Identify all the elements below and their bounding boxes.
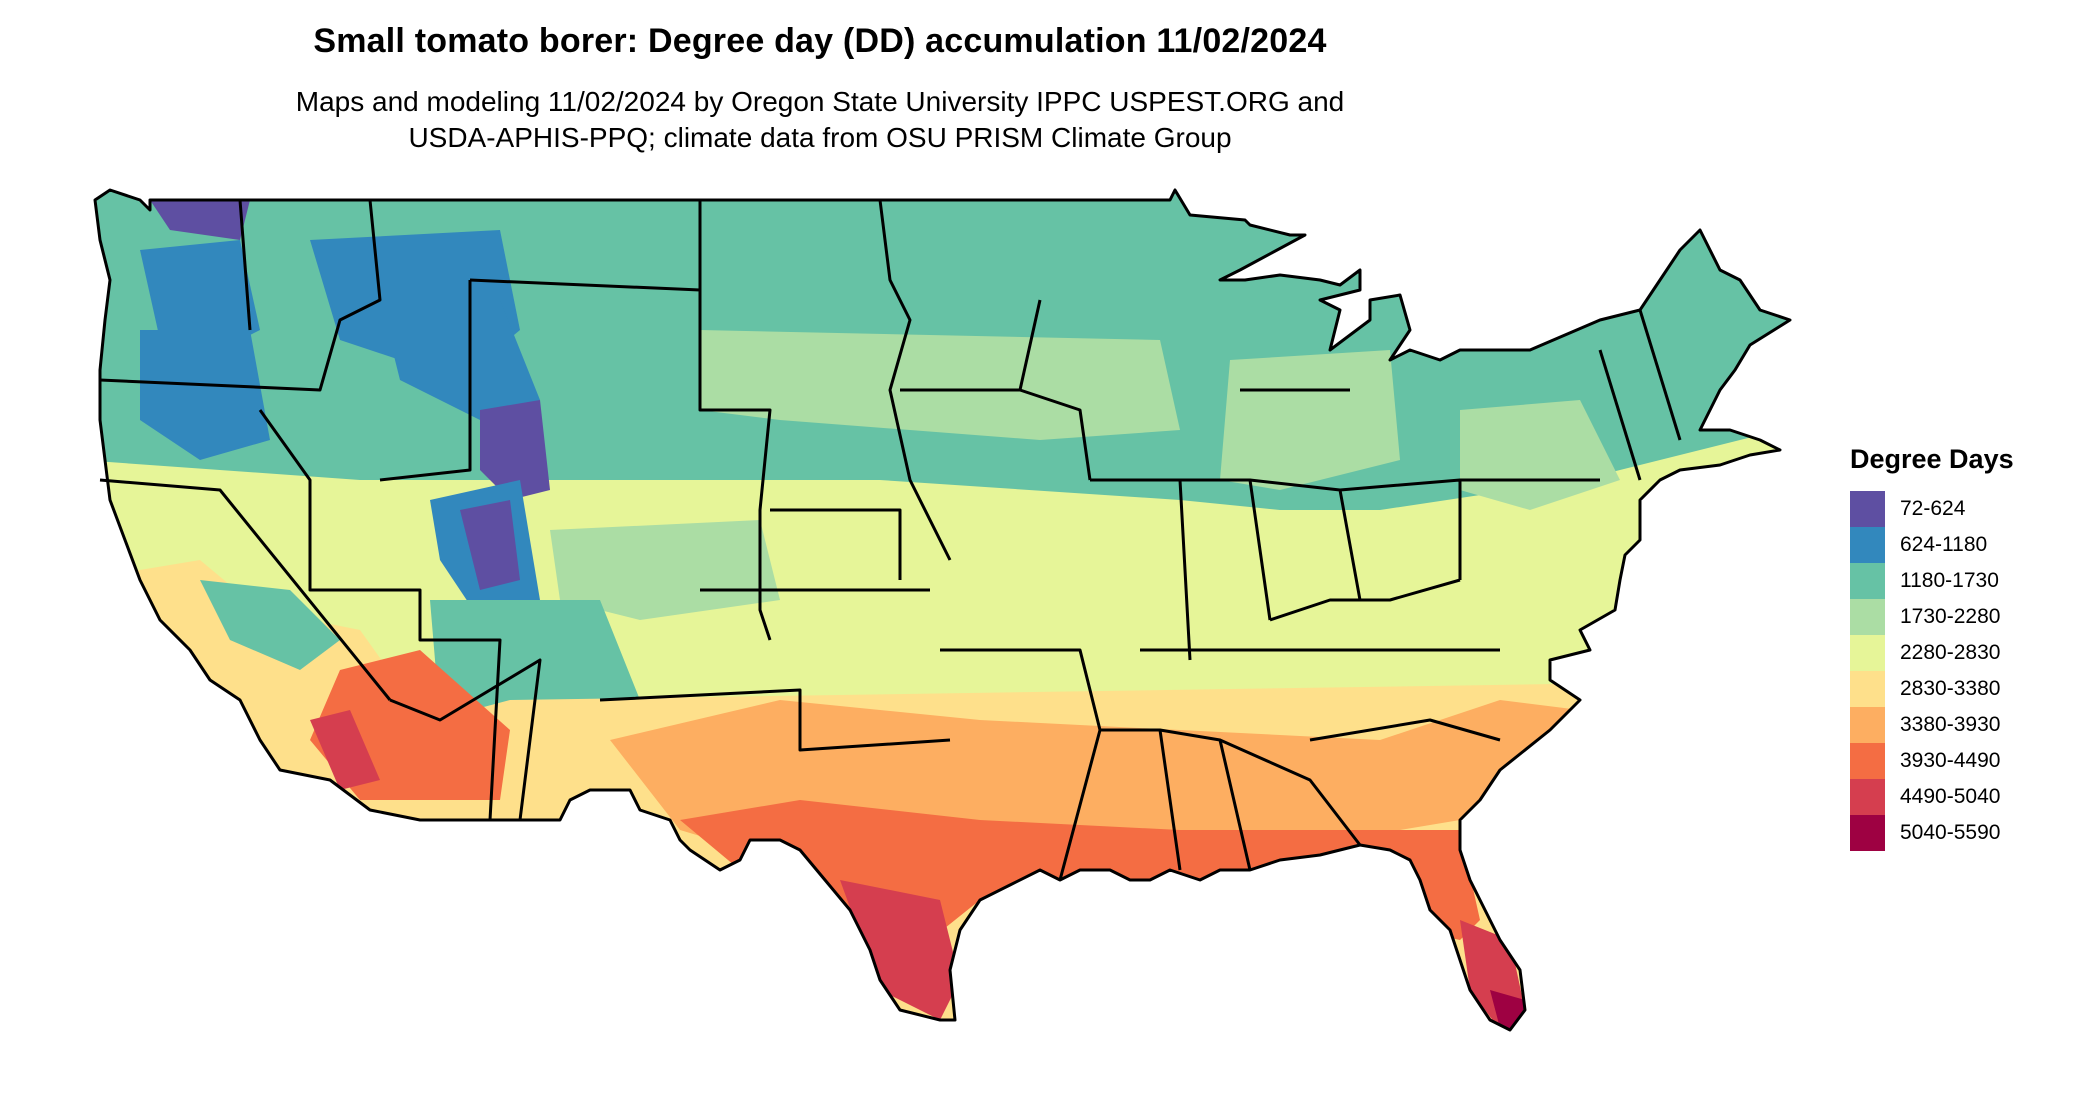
legend-item: 1730-2280	[1850, 599, 2080, 635]
degree-day-map	[80, 180, 1820, 1120]
legend-label: 1730-2280	[1900, 605, 2001, 628]
legend-label: 72-624	[1900, 497, 1966, 520]
legend-item: 2830-3380	[1850, 671, 2080, 707]
legend-items: 72-624 624-1180 1180-1730 1730-2280 2280-283…	[1850, 491, 2080, 851]
legend-label: 3930-4490	[1900, 749, 2001, 772]
map-title: Small tomato borer: Degree day (DD) accu…	[313, 22, 1327, 60]
legend-swatch	[1850, 743, 1885, 779]
legend-swatch	[1850, 599, 1885, 635]
legend-swatch	[1850, 779, 1885, 815]
legend-label: 4490-5040	[1900, 785, 2001, 808]
legend-item: 5040-5590	[1850, 815, 2080, 851]
legend-item: 2280-2830	[1850, 635, 2080, 671]
subtitle-line-1: Maps and modeling 11/02/2024 by Oregon S…	[295, 86, 1345, 117]
legend-swatch	[1850, 563, 1885, 599]
legend-label: 2280-2830	[1900, 641, 2001, 664]
legend-swatch	[1850, 707, 1885, 743]
legend-label: 1180-1730	[1900, 569, 1999, 592]
map-subtitle: Maps and modeling 11/02/2024 by Oregon S…	[0, 84, 1640, 156]
legend-item: 72-624	[1850, 491, 2080, 527]
subtitle-line-2: USDA-APHIS-PPQ; climate data from OSU PR…	[408, 122, 1232, 153]
legend-swatch	[1850, 635, 1885, 671]
legend-item: 624-1180	[1850, 527, 2080, 563]
legend-label: 3380-3930	[1900, 713, 2001, 736]
legend-label: 5040-5590	[1900, 821, 2001, 844]
legend-swatch	[1850, 527, 1885, 563]
legend-swatch	[1850, 491, 1885, 527]
us-map-svg	[93, 188, 1792, 1032]
state-borders	[93, 188, 1792, 1032]
legend-item: 3930-4490	[1850, 743, 2080, 779]
legend-title: Degree Days	[1850, 444, 2014, 474]
legend-item: 1180-1730	[1850, 563, 2080, 599]
legend-swatch	[1850, 815, 1885, 851]
legend-swatch	[1850, 671, 1885, 707]
legend-item: 4490-5040	[1850, 779, 2080, 815]
legend: Degree Days 72-624 624-1180 1180-1730 1730-…	[1850, 444, 2080, 851]
legend-item: 3380-3930	[1850, 707, 2080, 743]
legend-label: 624-1180	[1900, 533, 1988, 556]
legend-label: 2830-3380	[1900, 677, 2001, 700]
